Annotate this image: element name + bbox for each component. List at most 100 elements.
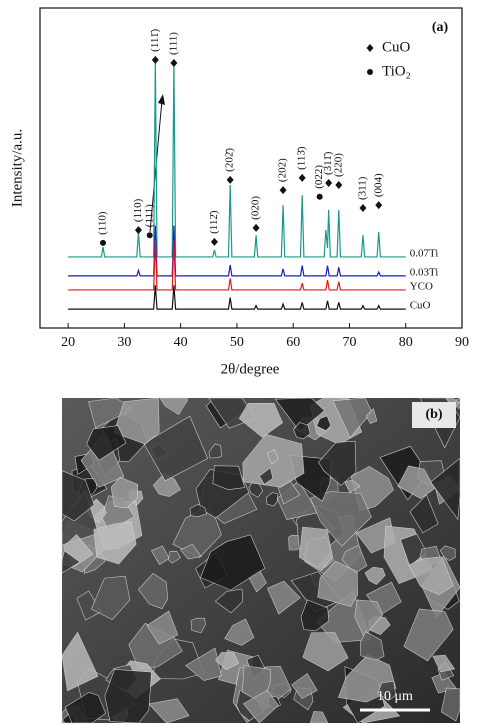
grain (238, 402, 283, 438)
peak-label: (202) (277, 158, 289, 182)
x-tick-label: 80 (399, 335, 413, 350)
grain (400, 533, 428, 567)
grain (128, 622, 183, 669)
grain (309, 491, 372, 547)
peak-label: (202̄) (224, 148, 236, 172)
diamond-marker (134, 226, 142, 235)
grain (150, 545, 170, 566)
grain (408, 556, 454, 595)
grain (302, 632, 349, 672)
peak-label: (110) (132, 198, 144, 222)
grain (409, 494, 439, 534)
grain (185, 647, 222, 681)
grain (359, 631, 385, 661)
peak-label: (111) (143, 204, 155, 227)
grain (61, 550, 81, 574)
grain (110, 476, 139, 509)
grain (113, 397, 160, 445)
grain (266, 449, 279, 465)
series-label: CuO (410, 300, 431, 312)
grain (215, 652, 240, 670)
grain (138, 573, 169, 610)
arrow-head (158, 94, 165, 105)
grain (152, 472, 181, 497)
sem-image: (b) 10 μm (61, 397, 461, 724)
grain (90, 575, 131, 620)
legend-label: TiO₂ (382, 63, 411, 79)
grain (104, 668, 152, 724)
y-axis-label: Intensity/a.u. (9, 129, 25, 207)
grain (299, 526, 334, 572)
series-label: YCO (410, 280, 433, 292)
grain (364, 566, 386, 585)
grain (291, 673, 318, 699)
peak-label: (111̄) (149, 28, 161, 51)
grain (403, 608, 454, 662)
grain (277, 479, 301, 505)
diamond-marker (151, 55, 159, 64)
peak-label: (112̄) (208, 210, 220, 234)
xrd-line (68, 225, 406, 277)
grain (88, 397, 134, 429)
peak-label: (111) (167, 32, 179, 55)
plot-frame (39, 7, 463, 329)
peak-label: (004) (372, 173, 384, 197)
xrd-line (68, 239, 406, 291)
grain (61, 470, 95, 522)
grain (274, 397, 325, 432)
peak-label: (311) (357, 176, 369, 200)
x-tick-label: 70 (342, 335, 356, 350)
x-tick-label: 40 (174, 335, 188, 350)
grain (214, 588, 244, 614)
x-tick-label: 20 (61, 335, 75, 350)
grain (317, 560, 358, 607)
grain (86, 425, 127, 461)
grain (159, 397, 188, 415)
grain (189, 503, 208, 518)
diamond-marker (335, 180, 343, 189)
grain (432, 654, 456, 673)
peak-label: (220) (332, 153, 344, 177)
peak-label: (020) (250, 196, 262, 220)
grain (365, 408, 378, 424)
circle-marker (367, 69, 373, 75)
panel-label: (a) (432, 20, 449, 35)
grain (293, 422, 311, 440)
grain (430, 457, 461, 521)
grain (377, 680, 396, 701)
grain (258, 467, 274, 485)
diamond-marker (325, 179, 333, 188)
grain (316, 415, 332, 432)
diamond-marker (279, 186, 287, 195)
diamond-marker (359, 204, 367, 212)
grain (267, 580, 301, 615)
grain (309, 711, 329, 724)
label-box (412, 402, 456, 428)
series-label: 0.07Ti (410, 247, 439, 259)
circle-marker (146, 232, 153, 239)
diamond-marker (210, 237, 218, 246)
grain (224, 618, 255, 646)
diamond-marker (375, 201, 383, 210)
circle-marker (316, 193, 323, 200)
x-tick-label: 50 (230, 335, 244, 350)
sem-texture (61, 397, 461, 724)
grain (180, 543, 202, 560)
grain (167, 550, 181, 564)
legend-label: CuO (382, 39, 411, 55)
grain (265, 492, 279, 507)
diamond-marker (298, 173, 306, 182)
peak-label: (022) (313, 165, 325, 189)
x-axis-label: 2θ/degree (221, 361, 280, 377)
grain (397, 465, 436, 499)
peak-label: (113̄) (296, 146, 308, 170)
grain (76, 590, 102, 621)
scale-bar-label: 10 μm (377, 689, 413, 704)
grain (439, 545, 456, 561)
diamond-marker (252, 223, 260, 232)
x-tick-label: 60 (286, 335, 300, 350)
xrd-line (68, 57, 406, 258)
grain (212, 465, 245, 491)
